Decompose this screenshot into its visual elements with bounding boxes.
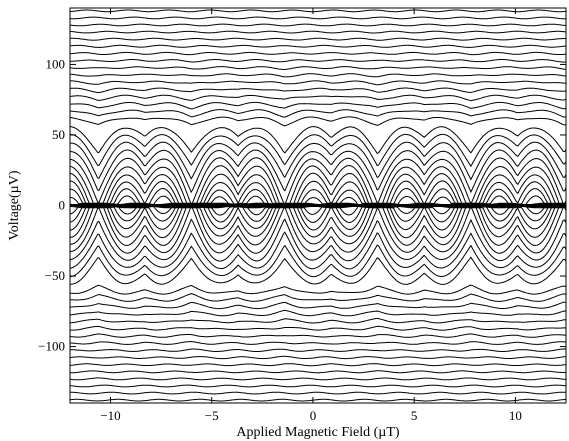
iv-curve [69, 44, 567, 49]
x-tick-label: −5 [205, 408, 219, 423]
x-axis-ticks: −10 −5 0 5 10 [100, 8, 522, 423]
iv-curve [69, 187, 567, 206]
iv-curve [70, 325, 567, 331]
iv-curve [70, 133, 567, 168]
y-tick-label: 100 [46, 56, 66, 71]
x-tick-label: 10 [509, 408, 522, 423]
y-tick-label: −100 [38, 339, 65, 354]
iv-curve [69, 51, 567, 56]
iv-curve [69, 66, 566, 70]
iv-curve [70, 256, 567, 285]
iv-curve [69, 377, 567, 381]
iv-curve [70, 149, 567, 194]
plot-lines [69, 9, 567, 402]
iv-curve [69, 309, 567, 317]
iv-curve [69, 348, 567, 353]
x-tick-label: −10 [100, 408, 120, 423]
iv-curve [69, 9, 567, 13]
iv-curve [69, 355, 567, 360]
y-tick-label: 50 [52, 127, 65, 142]
y-tick-label: 0 [59, 198, 66, 213]
iv-curve [69, 16, 566, 20]
iv-curve [69, 333, 567, 338]
iv-curve [69, 293, 567, 302]
iv-curve [69, 301, 567, 310]
iv-curve [69, 30, 567, 34]
iv-curve [69, 157, 567, 206]
iv-curve [69, 180, 567, 206]
y-axis-ticks: −100 −50 0 50 100 [38, 56, 566, 354]
iv-curve [69, 116, 567, 127]
iv-curve [69, 398, 567, 402]
iv-curve [69, 172, 567, 206]
y-tick-label: −50 [45, 268, 65, 283]
iv-curve [69, 218, 567, 262]
iv-curve [70, 391, 567, 395]
iv-curve [69, 363, 567, 367]
x-tick-label: 0 [310, 408, 317, 423]
iv-curve [69, 384, 567, 388]
iv-curve [69, 109, 567, 118]
iv-curve [70, 59, 567, 63]
iv-curve [69, 80, 567, 86]
iv-curve [69, 244, 567, 278]
x-axis-label: Applied Magnetic Field (µT) [236, 425, 400, 440]
iv-curve [69, 370, 566, 374]
iv-curve [69, 205, 566, 231]
iv-curve [69, 73, 566, 78]
x-tick-label: 5 [411, 408, 418, 423]
iv-curve [69, 231, 567, 270]
iv-curve [70, 141, 567, 181]
iv-curve [69, 23, 567, 27]
y-axis-label: Voltage(µV) [7, 170, 22, 240]
iv-curve [69, 94, 567, 102]
iv-curve [70, 101, 567, 110]
iv-curve [69, 165, 567, 206]
iv-curve [69, 204, 567, 254]
iv-curve [69, 87, 567, 94]
iv-curve [69, 317, 567, 324]
iv-curve [69, 284, 567, 295]
iv-curve [69, 340, 567, 345]
iv-curve [69, 205, 567, 239]
iv-curve [69, 37, 566, 41]
iv-curve [70, 205, 567, 246]
iv-curve [69, 126, 567, 155]
